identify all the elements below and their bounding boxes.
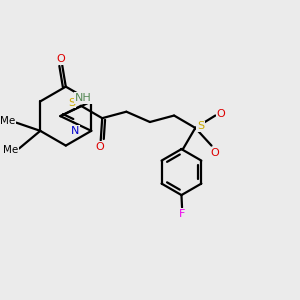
Text: Me: Me [0,116,15,126]
Text: F: F [179,209,185,219]
Text: O: O [217,109,226,119]
Text: N: N [70,126,79,136]
Text: S: S [68,98,76,108]
Text: O: O [210,148,219,158]
Text: O: O [56,54,65,64]
Text: NH: NH [75,93,92,103]
Text: Me: Me [3,145,18,155]
Text: S: S [197,122,204,131]
Text: O: O [95,142,103,152]
